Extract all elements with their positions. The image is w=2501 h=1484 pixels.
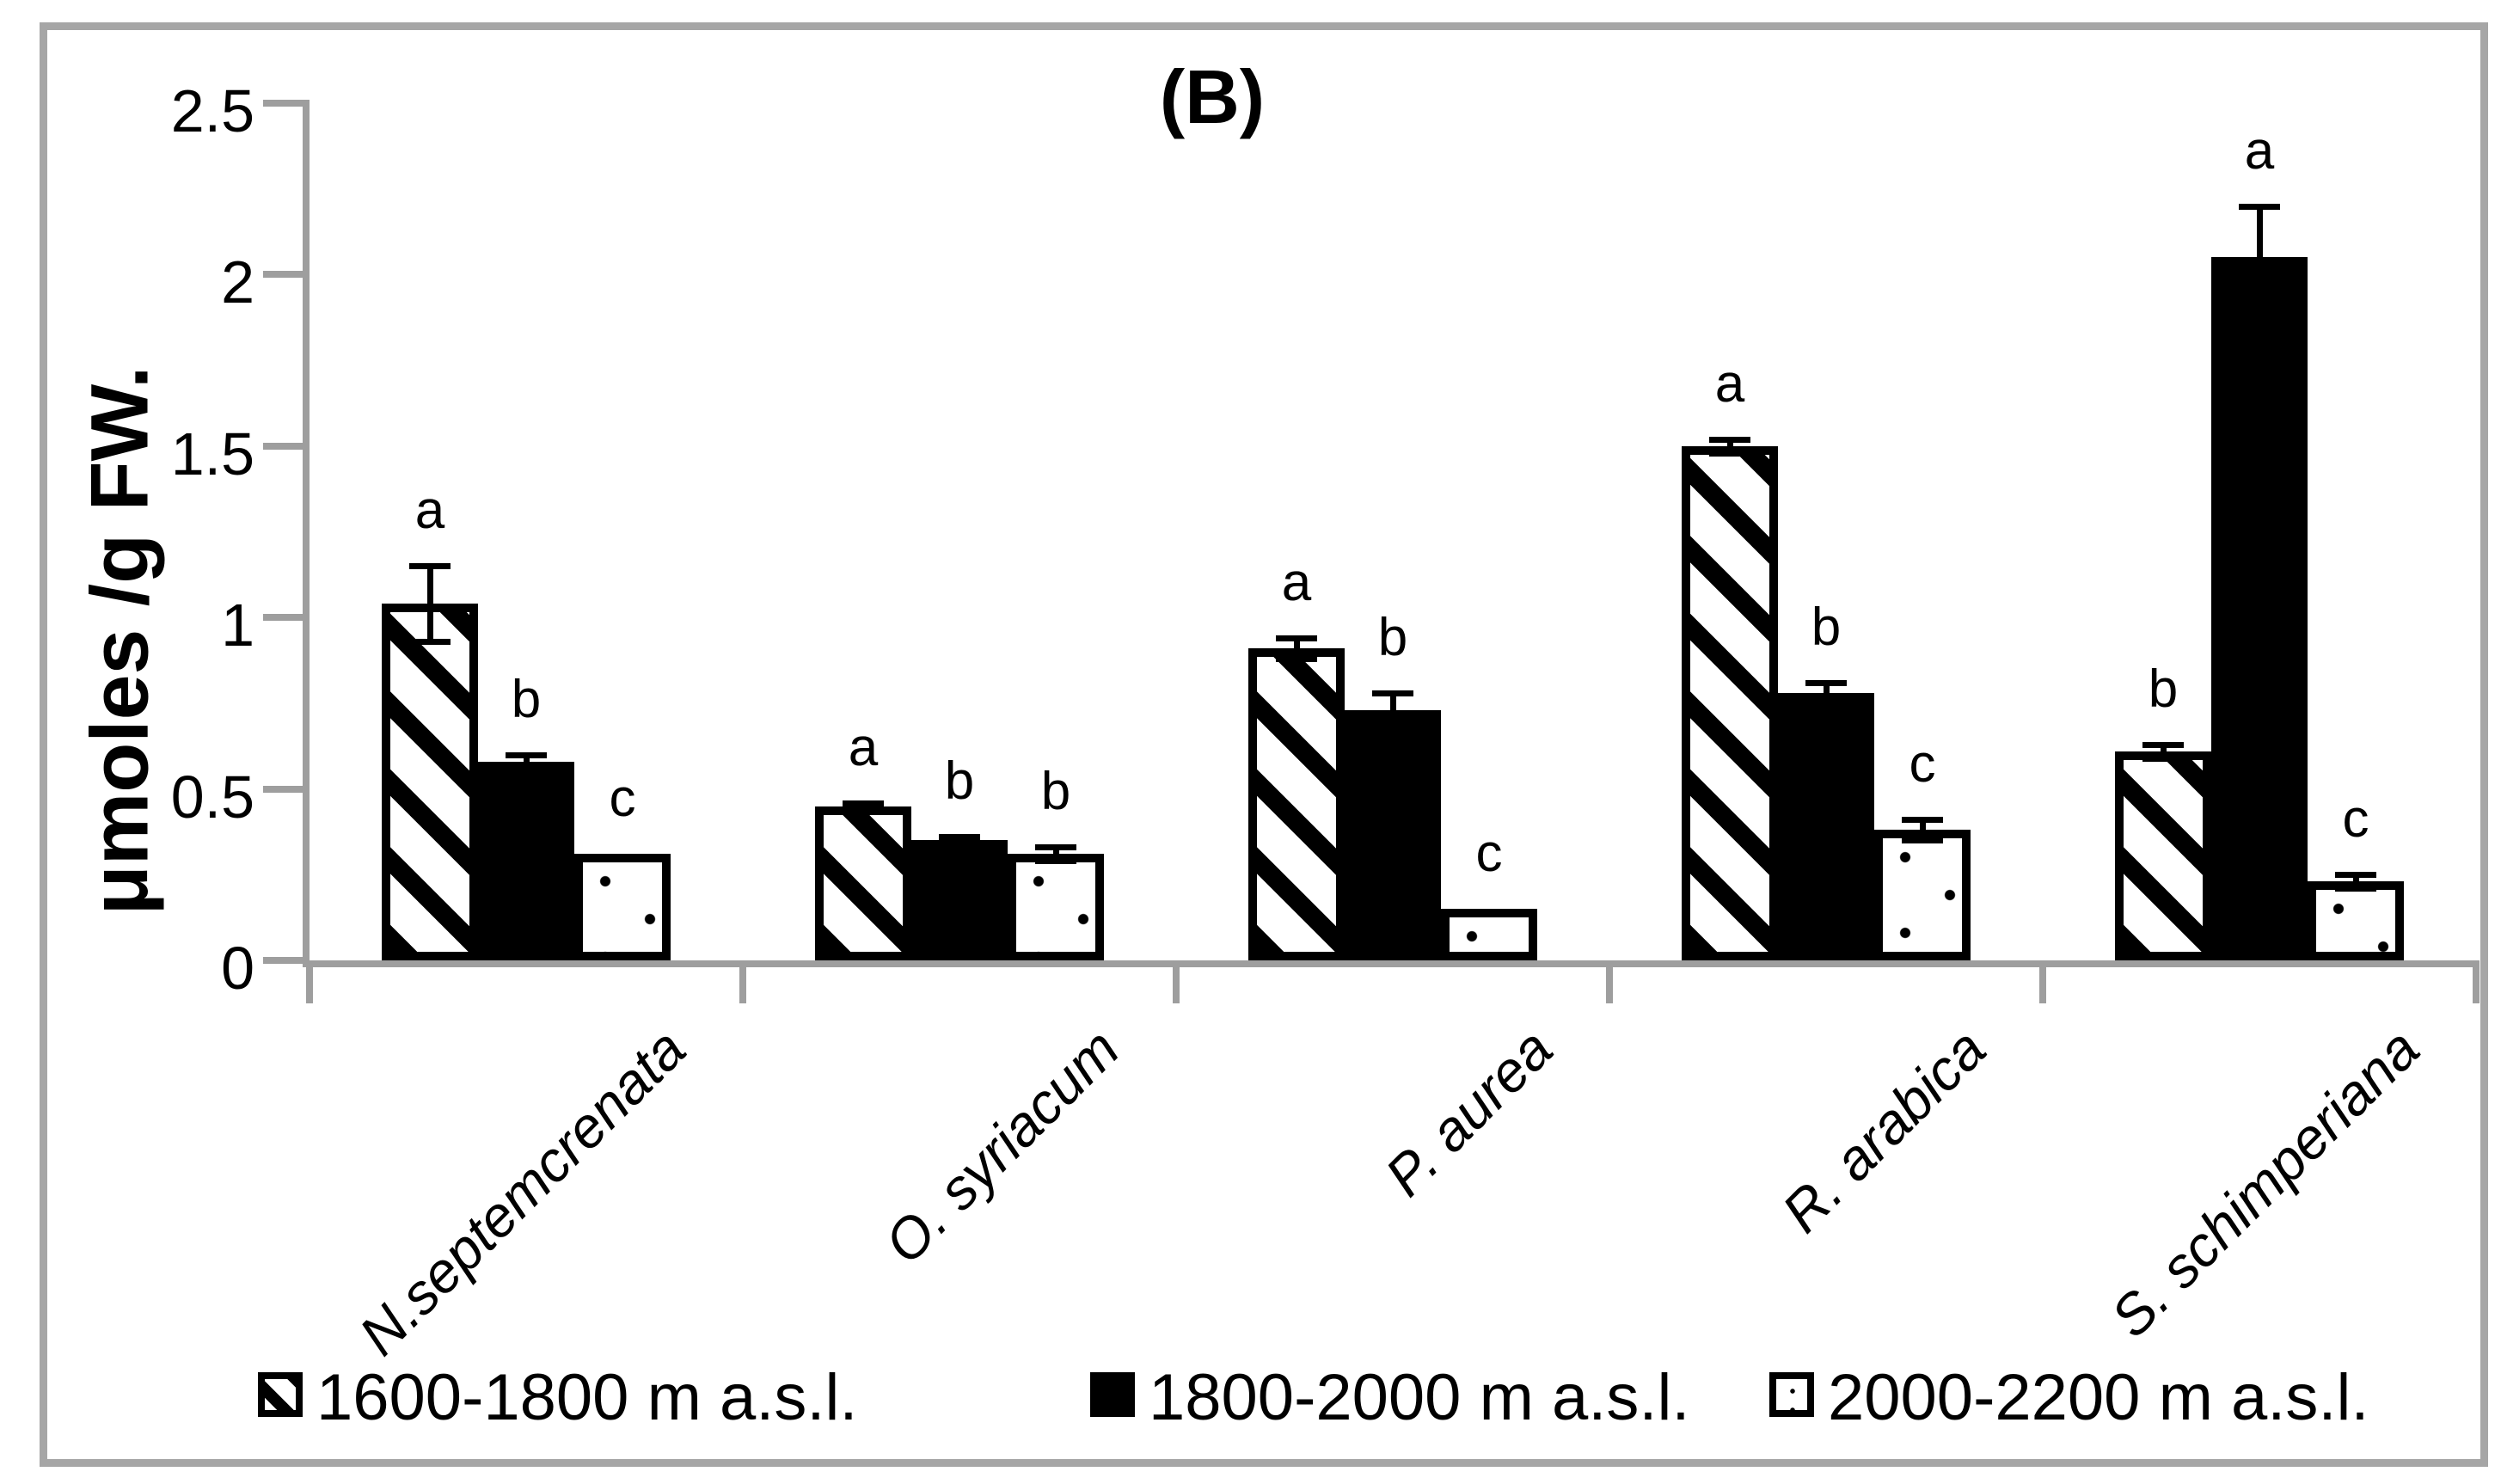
significance-letter: c	[2342, 789, 2369, 849]
error-bar	[1052, 847, 1059, 862]
error-bar-cap	[2239, 306, 2280, 313]
x-tick-mark	[2039, 967, 2046, 1003]
bar	[2308, 881, 2404, 960]
y-tick-mark	[263, 442, 303, 450]
error-bar-cap	[2335, 886, 2376, 892]
y-tick-mark	[263, 271, 303, 279]
x-tick-mark	[2473, 967, 2480, 1003]
significance-letter: a	[414, 481, 445, 541]
error-bar-cap	[409, 563, 451, 570]
error-bar-cap	[506, 751, 547, 758]
error-bar	[2160, 744, 2167, 758]
y-tick-label: 2	[221, 248, 254, 316]
significance-letter: b	[2148, 659, 2179, 719]
error-bar-cap	[1709, 450, 1750, 457]
significance-letter: a	[1714, 353, 1745, 414]
y-tick-mark	[263, 957, 303, 964]
bar	[1345, 709, 1441, 960]
error-bar-cap	[939, 834, 980, 841]
y-tick-label: 0.5	[170, 763, 254, 831]
error-bar	[1293, 638, 1300, 659]
x-tick-mark	[739, 967, 746, 1003]
x-tick-mark	[1173, 967, 1180, 1003]
error-bar-cap	[1035, 858, 1076, 865]
bar	[2115, 751, 2211, 960]
significance-letter: b	[1811, 597, 1842, 657]
legend-swatch-solid-icon	[1090, 1372, 1135, 1417]
y-tick-mark	[263, 614, 303, 622]
error-bar-cap	[843, 800, 884, 806]
x-tick-mark	[1606, 967, 1613, 1003]
legend-label: 2000-2200 m a.s.l.	[1828, 1361, 2369, 1434]
error-bar-cap	[843, 806, 884, 813]
legend-swatch-hatched-icon	[258, 1372, 303, 1417]
error-bar	[1919, 819, 1926, 841]
bar	[815, 806, 911, 960]
bar	[1682, 445, 1778, 960]
significance-letter: b	[944, 751, 975, 812]
y-tick-label: 0	[221, 935, 254, 1002]
error-bar-cap	[2142, 755, 2184, 762]
significance-letter: a	[848, 717, 879, 777]
error-bar-cap	[2335, 872, 2376, 879]
significance-letter: b	[1377, 607, 1408, 667]
y-tick-mark	[263, 100, 303, 107]
bar	[1441, 909, 1537, 960]
legend-label: 1600-1800 m a.s.l.	[316, 1361, 858, 1434]
error-bar-cap	[409, 639, 451, 646]
significance-letter: c	[609, 769, 636, 829]
bar	[1248, 648, 1345, 960]
error-bar-cap	[939, 841, 980, 848]
y-tick-label: 1.5	[170, 420, 254, 488]
significance-letter: b	[511, 669, 542, 729]
bar	[1778, 692, 1874, 960]
error-bar-cap	[2239, 203, 2280, 210]
error-bar	[1823, 682, 1830, 703]
error-bar-cap	[1902, 817, 1943, 824]
error-bar-cap	[1805, 679, 1847, 686]
error-bar-cap	[506, 765, 547, 772]
error-bar-cap	[1035, 844, 1076, 851]
bar	[911, 840, 1008, 960]
significance-letter: a	[2244, 120, 2275, 181]
bar	[382, 604, 478, 960]
y-axis-line	[303, 100, 310, 967]
error-bar-cap	[2142, 741, 2184, 748]
legend: 1600-1800 m a.s.l. 1800-2000 m a.s.l. 20…	[0, 1364, 2501, 1432]
error-bar	[426, 566, 433, 642]
error-bar-cap	[1276, 635, 1317, 642]
error-bar-cap	[1276, 656, 1317, 663]
bar	[1874, 830, 1971, 960]
bar	[574, 854, 671, 960]
bar	[1008, 854, 1104, 960]
bar	[2211, 257, 2308, 960]
error-bar-cap	[1805, 700, 1847, 707]
legend-label: 1800-2000 m a.s.l.	[1149, 1361, 1690, 1434]
figure-border	[40, 22, 2488, 1467]
error-bar	[523, 754, 530, 769]
bar	[478, 761, 574, 960]
significance-letter: c	[1909, 734, 1936, 794]
error-bar	[2352, 874, 2359, 889]
error-bar-cap	[1372, 690, 1413, 696]
legend-swatch-dotted-icon	[1769, 1372, 1814, 1417]
y-tick-mark	[263, 785, 303, 793]
x-axis-line	[303, 960, 2480, 967]
chart-title: (B)	[1159, 54, 1266, 139]
error-bar	[1389, 692, 1396, 727]
significance-letter: c	[1475, 824, 1503, 884]
error-bar-cap	[1709, 436, 1750, 443]
y-tick-label: 2.5	[170, 77, 254, 144]
error-bar	[2256, 205, 2263, 310]
error-bar	[1726, 438, 1733, 453]
significance-letter: b	[1040, 762, 1071, 822]
significance-letter: a	[1281, 553, 1312, 613]
error-bar-cap	[1372, 724, 1413, 731]
x-tick-mark	[306, 967, 313, 1003]
error-bar-cap	[1902, 837, 1943, 844]
y-tick-label: 1	[221, 592, 254, 659]
